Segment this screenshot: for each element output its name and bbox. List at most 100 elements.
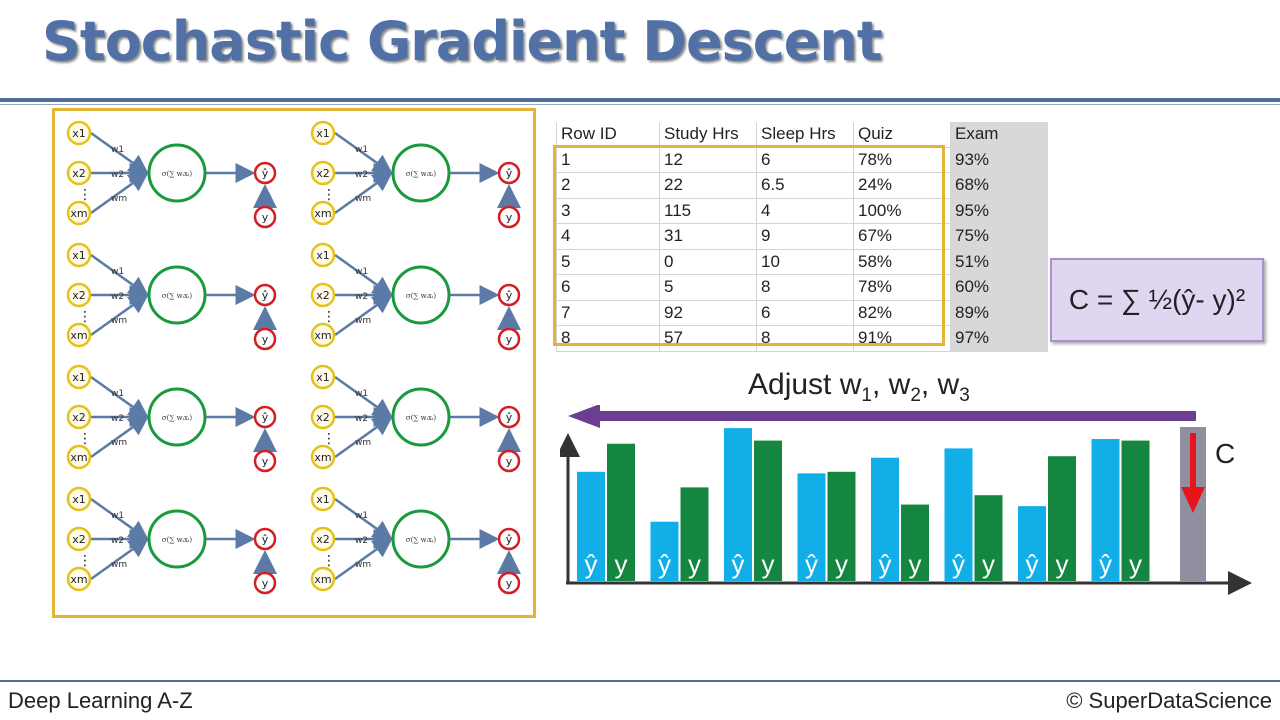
table-cell: 10 (756, 248, 854, 275)
header-row-id: Row ID (556, 122, 660, 148)
input-label: x2 (316, 167, 330, 180)
input-node (66, 160, 92, 186)
weight-connection (90, 415, 150, 459)
cost-arrow-head (1181, 487, 1205, 513)
weight-label: w2 (111, 170, 124, 180)
actual-label: y (506, 577, 513, 590)
output-node (253, 283, 277, 307)
actual-node (253, 205, 277, 229)
weight-connection (90, 171, 150, 215)
ellipsis-dots: ⋮ (322, 431, 336, 447)
input-node (66, 120, 92, 146)
neuron-node (391, 265, 451, 325)
table-cell: 6 (756, 146, 854, 173)
actual-bar (974, 495, 1003, 581)
neuron-formula: σ(∑ wᵢxᵢ) (406, 292, 436, 300)
adjust-sep-1: , w (871, 368, 911, 401)
adjust-sub-2: 2 (910, 385, 921, 406)
output-label: ŷ (262, 289, 269, 302)
actual-bar (901, 504, 929, 581)
weight-label: w1 (111, 389, 124, 399)
input-label: x2 (72, 411, 86, 424)
table-cell: 6 (756, 299, 854, 326)
network-diagram: ⋮ x1 x2 xm w1 w2 wm σ(∑ wᵢxᵢ) ŷ y (310, 242, 521, 351)
header-exam: Exam (950, 122, 1048, 148)
output-node (497, 527, 521, 551)
weight-label: wm (111, 194, 127, 204)
input-node (310, 160, 336, 186)
cost-arrow-shaft (1190, 433, 1196, 493)
neuron-node (147, 265, 207, 325)
table-cell: 57 (659, 325, 757, 352)
weight-label: w1 (355, 145, 368, 155)
network-diagram: ⋮ x1 x2 xm w1 w2 wm σ(∑ wᵢxᵢ) ŷ y (66, 120, 277, 229)
prediction-bar (1091, 439, 1120, 581)
neuron-node (147, 143, 207, 203)
input-node (310, 404, 336, 430)
bar-label: ŷ (1026, 549, 1039, 579)
neuron-formula: σ(∑ wᵢxᵢ) (162, 292, 192, 300)
table-row: 6 5 8 78% 60% (556, 274, 1048, 301)
bar-label: y (615, 549, 628, 579)
weight-label: w1 (355, 511, 368, 521)
table-row: 1 12 6 78% 93% (556, 146, 1048, 173)
input-node (310, 200, 336, 226)
header-quiz: Quiz (853, 122, 951, 148)
prediction-bar (871, 457, 899, 581)
output-label: ŷ (506, 533, 513, 546)
prediction-bar (944, 448, 973, 581)
input-node (310, 526, 336, 552)
input-label: xm (70, 451, 87, 464)
output-node (497, 405, 521, 429)
weight-label: wm (355, 194, 371, 204)
input-label: xm (314, 451, 331, 464)
neuron-formula: σ(∑ wᵢxᵢ) (162, 414, 192, 422)
neuron-formula: σ(∑ wᵢxᵢ) (162, 536, 192, 544)
actual-bar (680, 487, 709, 581)
actual-node (497, 449, 521, 473)
bar-label: ŷ (952, 549, 965, 579)
prediction-bar (797, 473, 826, 581)
weight-label: w1 (355, 389, 368, 399)
ellipsis-dots: ⋮ (78, 309, 92, 325)
input-node (310, 120, 336, 146)
input-node (66, 404, 92, 430)
weight-label: w2 (355, 170, 368, 180)
neuron-node (391, 143, 451, 203)
output-node (497, 283, 521, 307)
table-cell: 22 (659, 172, 757, 199)
bar-label: y (688, 549, 701, 579)
neuron-formula: σ(∑ wᵢxᵢ) (406, 536, 436, 544)
weight-label: w2 (355, 536, 368, 546)
actual-node (497, 205, 521, 229)
actual-node (253, 571, 277, 595)
bar-label: ŷ (732, 549, 745, 579)
table-cell: 91% (853, 325, 951, 352)
input-label: xm (314, 207, 331, 220)
weight-connection (334, 537, 394, 581)
footer-course: Deep Learning A-Z (8, 688, 193, 713)
table-header-row: Row ID Study Hrs Sleep Hrs Quiz Exam (556, 122, 1048, 148)
bar-label: ŷ (585, 549, 598, 579)
actual-bar (1048, 456, 1076, 581)
adjust-weights-label: Adjust w1, w2, w3 (748, 368, 970, 407)
footer-divider (0, 680, 1280, 682)
table-cell: 115 (659, 197, 757, 224)
input-label: x2 (72, 533, 86, 546)
table-cell: 60% (950, 274, 1048, 301)
table-cell: 68% (950, 172, 1048, 199)
table-cell: 6.5 (756, 172, 854, 199)
adjust-sub-3: 3 (959, 385, 970, 406)
weight-connection (334, 415, 394, 459)
input-label: xm (70, 329, 87, 342)
actual-node (497, 571, 521, 595)
actual-bar (607, 443, 635, 581)
input-label: x1 (72, 493, 86, 506)
weight-label: wm (355, 316, 371, 326)
output-label: ŷ (262, 533, 269, 546)
input-label: x1 (72, 371, 86, 384)
input-label: xm (314, 573, 331, 586)
cost-formula-text: C = ∑ ½(ŷ- y)² (1068, 284, 1246, 315)
input-node (66, 282, 92, 308)
output-label: ŷ (506, 411, 513, 424)
